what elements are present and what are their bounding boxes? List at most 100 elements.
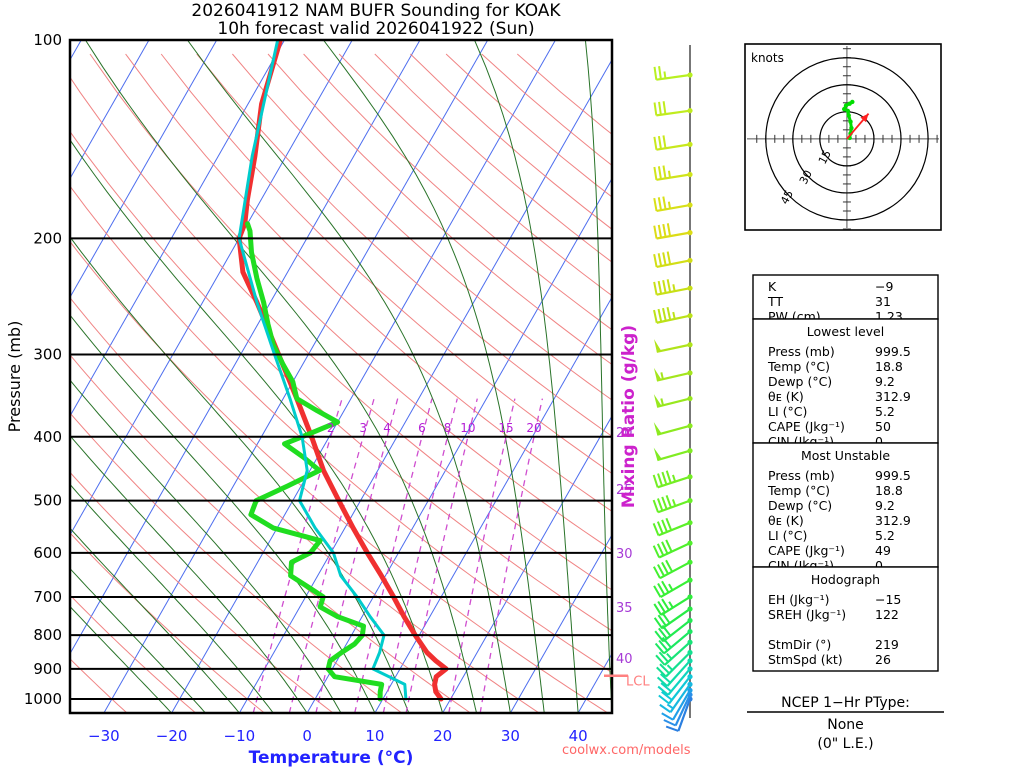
wind-barb-column bbox=[652, 45, 693, 732]
index-value: 5.2 bbox=[875, 528, 895, 543]
hodograph-ring-label-45: 45 bbox=[778, 188, 796, 206]
index-heading: Lowest level bbox=[807, 324, 884, 339]
wind-barb bbox=[656, 649, 693, 678]
title-block: 2026041912 NAM BUFR Sounding for KOAK 10… bbox=[191, 1, 561, 39]
watermark: coolwx.com/models bbox=[562, 743, 691, 758]
index-label: θᴇ (K) bbox=[768, 389, 804, 404]
wind-barb bbox=[654, 628, 693, 655]
mr-axis-tick-40: 40 bbox=[616, 652, 633, 667]
index-value: 999.5 bbox=[875, 344, 911, 359]
temp-tick-30: 30 bbox=[501, 727, 520, 745]
index-value: 999.5 bbox=[875, 468, 911, 483]
ptype-sub: (0" L.E.) bbox=[817, 736, 873, 752]
pressure-tick-100: 100 bbox=[33, 31, 62, 49]
trace-dewpoint bbox=[245, 221, 385, 702]
y-axis-title: Pressure (mb) bbox=[5, 321, 24, 433]
wind-barb bbox=[652, 495, 693, 514]
wind-barb bbox=[654, 339, 693, 353]
hodograph-ring-label-15: 15 bbox=[816, 148, 834, 166]
wind-barb bbox=[653, 251, 693, 268]
wind-barb bbox=[652, 470, 693, 489]
temp-tick--30: −30 bbox=[88, 727, 120, 745]
index-label: CAPE (Jkg⁻¹) bbox=[768, 419, 845, 434]
pressure-tick-200: 200 bbox=[33, 229, 62, 247]
lcl-label: LCL bbox=[626, 675, 650, 690]
index-label: θᴇ (K) bbox=[768, 513, 804, 528]
hodograph-ring-45 bbox=[765, 57, 929, 221]
index-value: −15 bbox=[875, 592, 901, 607]
wind-barb bbox=[653, 101, 693, 117]
index-value: 5.2 bbox=[875, 404, 895, 419]
ptype-value: None bbox=[827, 717, 864, 733]
index-value: 50 bbox=[875, 419, 891, 434]
wind-barb bbox=[658, 674, 693, 705]
index-label: LI (°C) bbox=[768, 404, 807, 419]
index-label: StmSpd (kt) bbox=[768, 652, 843, 667]
ptype-heading: NCEP 1−Hr PType: bbox=[781, 695, 910, 711]
index-value: 9.2 bbox=[875, 498, 895, 513]
index-label: StmDir (°) bbox=[768, 637, 831, 652]
hodograph-ring-label-30: 30 bbox=[797, 168, 815, 186]
index-value: 18.8 bbox=[875, 359, 903, 374]
mr-axis-tick-20: 20 bbox=[616, 426, 633, 441]
wind-barb bbox=[652, 539, 693, 559]
mixing-ratio-label-15: 15 bbox=[498, 421, 513, 435]
index-label: EH (Jkg⁻¹) bbox=[768, 592, 830, 607]
temp-tick--10: −10 bbox=[224, 727, 256, 745]
index-heading: Most Unstable bbox=[801, 448, 890, 463]
index-value: 9.2 bbox=[875, 374, 895, 389]
hodograph-unit-label: knots bbox=[751, 51, 784, 65]
index-value: −9 bbox=[875, 279, 893, 294]
index-heading: Hodograph bbox=[811, 572, 880, 587]
temp-tick-10: 10 bbox=[365, 727, 384, 745]
mr-axis-tick-25: 25 bbox=[616, 483, 633, 498]
mixing-ratio-label-6: 6 bbox=[418, 421, 426, 435]
storm-motion-arrowhead bbox=[860, 113, 869, 123]
mixing-ratio-label-2: 2 bbox=[327, 421, 335, 435]
wind-barb bbox=[653, 135, 693, 151]
index-value: 18.8 bbox=[875, 483, 903, 498]
temp-tick-20: 20 bbox=[433, 727, 452, 745]
index-value: 0 bbox=[875, 558, 883, 573]
pressure-tick-800: 800 bbox=[33, 626, 62, 644]
index-label: Temp (°C) bbox=[767, 483, 830, 498]
pressure-tick-300: 300 bbox=[33, 345, 62, 363]
wind-barb bbox=[657, 666, 693, 696]
pressure-tick-400: 400 bbox=[33, 428, 62, 446]
mixing-ratio-axis-title: Mixing Ratio (g/kg) bbox=[619, 325, 639, 508]
wind-barb bbox=[653, 367, 693, 382]
mixing-ratio-label-8: 8 bbox=[444, 421, 452, 435]
pressure-tick-500: 500 bbox=[33, 492, 62, 510]
index-label: Press (mb) bbox=[768, 344, 835, 359]
mixing-ratio-label-4: 4 bbox=[383, 421, 391, 435]
wind-barb bbox=[653, 306, 693, 324]
index-value: 122 bbox=[875, 607, 899, 622]
pressure-tick-1000: 1000 bbox=[24, 690, 62, 708]
mixing-ratio-label-3: 3 bbox=[359, 421, 367, 435]
index-label: Temp (°C) bbox=[767, 359, 830, 374]
title-line-1: 2026041912 NAM BUFR Sounding for KOAK bbox=[191, 1, 561, 21]
temp-tick--20: −20 bbox=[156, 727, 188, 745]
mixing-ratio-label-10: 10 bbox=[460, 421, 475, 435]
mixing-ratio-label-20: 20 bbox=[526, 421, 541, 435]
hodograph-frame bbox=[744, 43, 942, 231]
wind-barb bbox=[653, 447, 693, 462]
wind-barb bbox=[665, 696, 693, 732]
wind-barb bbox=[659, 681, 693, 714]
index-value: 219 bbox=[875, 637, 899, 652]
index-value: 26 bbox=[875, 652, 891, 667]
hodograph-ring-30 bbox=[792, 84, 902, 194]
pressure-tick-900: 900 bbox=[33, 660, 62, 678]
index-value: 31 bbox=[875, 294, 891, 309]
index-label: SREH (Jkg⁻¹) bbox=[768, 607, 846, 622]
wind-barb bbox=[652, 559, 693, 580]
wind-barb bbox=[653, 606, 693, 630]
wind-barb bbox=[661, 687, 693, 721]
index-value: 0 bbox=[875, 434, 883, 449]
wind-barb bbox=[653, 66, 693, 81]
wind-barb bbox=[653, 223, 693, 240]
